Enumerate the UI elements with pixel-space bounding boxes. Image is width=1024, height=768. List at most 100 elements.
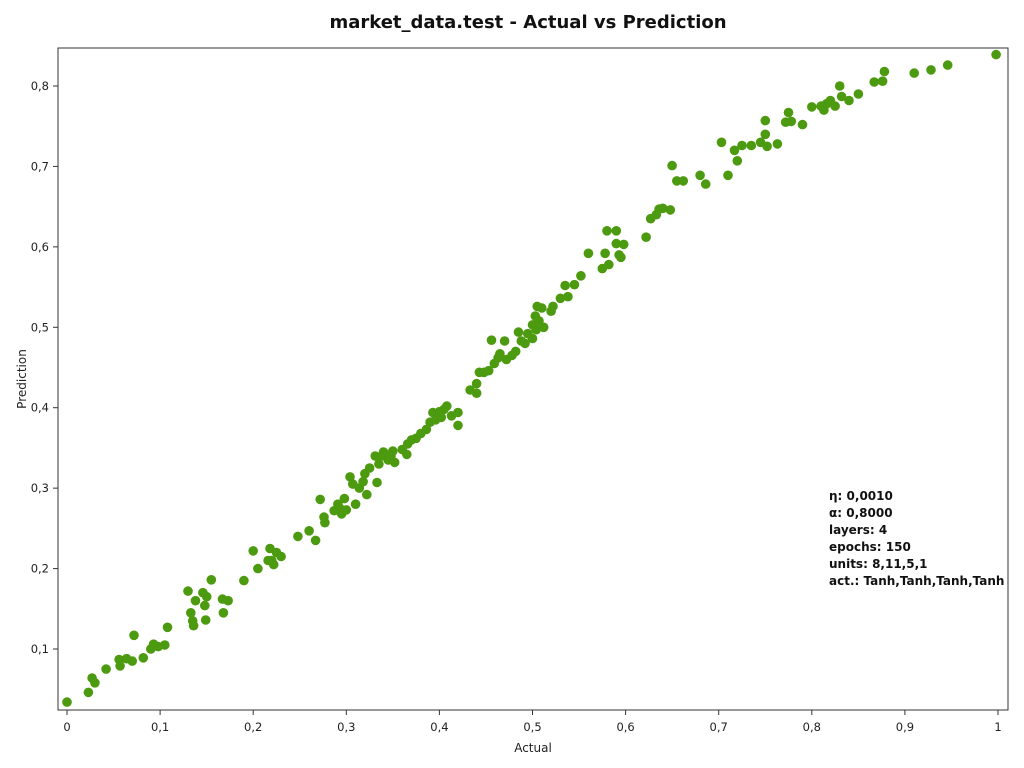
annotation-label: units: xyxy=(829,557,872,571)
annotation-line: units: 8,11,5,1 xyxy=(829,557,928,571)
data-point xyxy=(531,324,541,335)
data-point xyxy=(362,489,372,500)
plot-frame xyxy=(57,47,1009,711)
data-point xyxy=(350,499,361,510)
data-point xyxy=(486,335,497,346)
data-point xyxy=(471,388,482,399)
x-axis-label: Actual xyxy=(514,741,552,755)
annotation-label: layers: xyxy=(829,523,879,537)
data-point xyxy=(513,327,524,337)
annotation-label: act.: xyxy=(829,574,863,588)
data-point xyxy=(453,420,463,431)
data-point xyxy=(453,407,463,418)
data-point xyxy=(223,595,233,606)
data-point xyxy=(520,338,530,349)
data-point xyxy=(389,457,400,468)
data-point xyxy=(402,449,412,460)
x-tick-label: 0,4 xyxy=(430,720,448,734)
data-point xyxy=(611,238,622,249)
data-point xyxy=(372,477,382,488)
data-point xyxy=(618,239,629,250)
data-point xyxy=(239,575,249,586)
data-point xyxy=(834,81,845,91)
annotation-value: 0,8000 xyxy=(846,506,892,520)
data-point xyxy=(374,459,384,469)
data-point xyxy=(783,107,794,118)
data-point xyxy=(315,494,326,505)
annotation-line: act.: Tanh,Tanh,Tanh,Tanh xyxy=(829,574,1004,588)
data-point xyxy=(436,412,447,423)
data-point xyxy=(129,630,139,641)
x-tick-label: 1 xyxy=(994,720,1001,734)
data-point xyxy=(797,119,808,130)
annotation-label: α: xyxy=(829,506,846,520)
hyperparameter-annotation: η: 0,0010 α: 0,8000 layers: 4 epochs: 150 un… xyxy=(829,489,1004,588)
data-point xyxy=(188,620,199,631)
data-point xyxy=(218,608,229,618)
data-point xyxy=(253,563,263,574)
annotation-line: layers: 4 xyxy=(829,523,887,537)
data-point xyxy=(576,271,586,281)
data-point xyxy=(364,463,375,473)
data-point xyxy=(926,65,936,75)
data-point xyxy=(483,365,494,376)
data-point xyxy=(807,102,817,112)
data-point xyxy=(115,661,125,671)
data-points xyxy=(62,49,1001,707)
data-point xyxy=(341,505,352,515)
data-point xyxy=(695,170,705,181)
data-point xyxy=(200,615,211,625)
annotation-line: epochs: 150 xyxy=(829,540,911,554)
chart-title: market_data.test - Actual vs Prediction xyxy=(329,12,726,33)
data-point xyxy=(293,531,303,542)
data-point xyxy=(616,252,626,263)
data-point xyxy=(879,66,890,77)
data-point xyxy=(772,139,783,149)
data-point xyxy=(388,446,398,456)
data-point xyxy=(555,293,566,304)
x-tick-label: 0,1 xyxy=(151,720,169,734)
data-point xyxy=(160,640,170,650)
data-point xyxy=(732,156,743,166)
data-point xyxy=(602,226,612,236)
data-point xyxy=(268,559,279,570)
data-point xyxy=(942,60,953,70)
data-point xyxy=(853,89,864,99)
annotation-line: α: 0,8000 xyxy=(829,506,893,520)
data-point xyxy=(830,101,840,111)
annotation-value: 4 xyxy=(879,523,887,537)
data-point xyxy=(700,179,711,189)
data-point xyxy=(678,176,689,186)
data-point xyxy=(127,656,137,666)
data-point xyxy=(583,248,594,259)
data-point xyxy=(877,76,888,86)
data-point xyxy=(909,68,919,78)
data-point xyxy=(83,687,94,698)
x-axis: 0 0,1 0,2 0,3 0,4 0,5 0,6 0,7 0,8 0,9 1 xyxy=(63,710,1002,734)
data-point xyxy=(248,546,258,556)
x-tick-label: 0,3 xyxy=(337,720,355,734)
x-tick-label: 0,9 xyxy=(896,720,914,734)
x-tick-label: 0,8 xyxy=(803,720,821,734)
data-point xyxy=(90,678,100,688)
data-point xyxy=(527,333,538,344)
data-point xyxy=(339,493,350,504)
y-axis-label: Prediction xyxy=(15,349,29,409)
data-point xyxy=(737,140,747,151)
data-point xyxy=(442,401,452,411)
data-point xyxy=(786,116,797,127)
y-tick-label: 0,6 xyxy=(31,240,49,254)
annotation-label: epochs: xyxy=(829,540,886,554)
data-point xyxy=(421,424,432,435)
data-point xyxy=(869,77,879,87)
data-point xyxy=(495,349,505,359)
data-point xyxy=(138,653,149,663)
data-point xyxy=(658,203,668,214)
data-point xyxy=(378,447,389,457)
data-point xyxy=(310,535,321,546)
annotation-line: η: 0,0010 xyxy=(829,489,893,503)
data-point xyxy=(304,526,314,536)
data-point xyxy=(563,291,573,302)
y-tick-label: 0,4 xyxy=(31,401,49,415)
